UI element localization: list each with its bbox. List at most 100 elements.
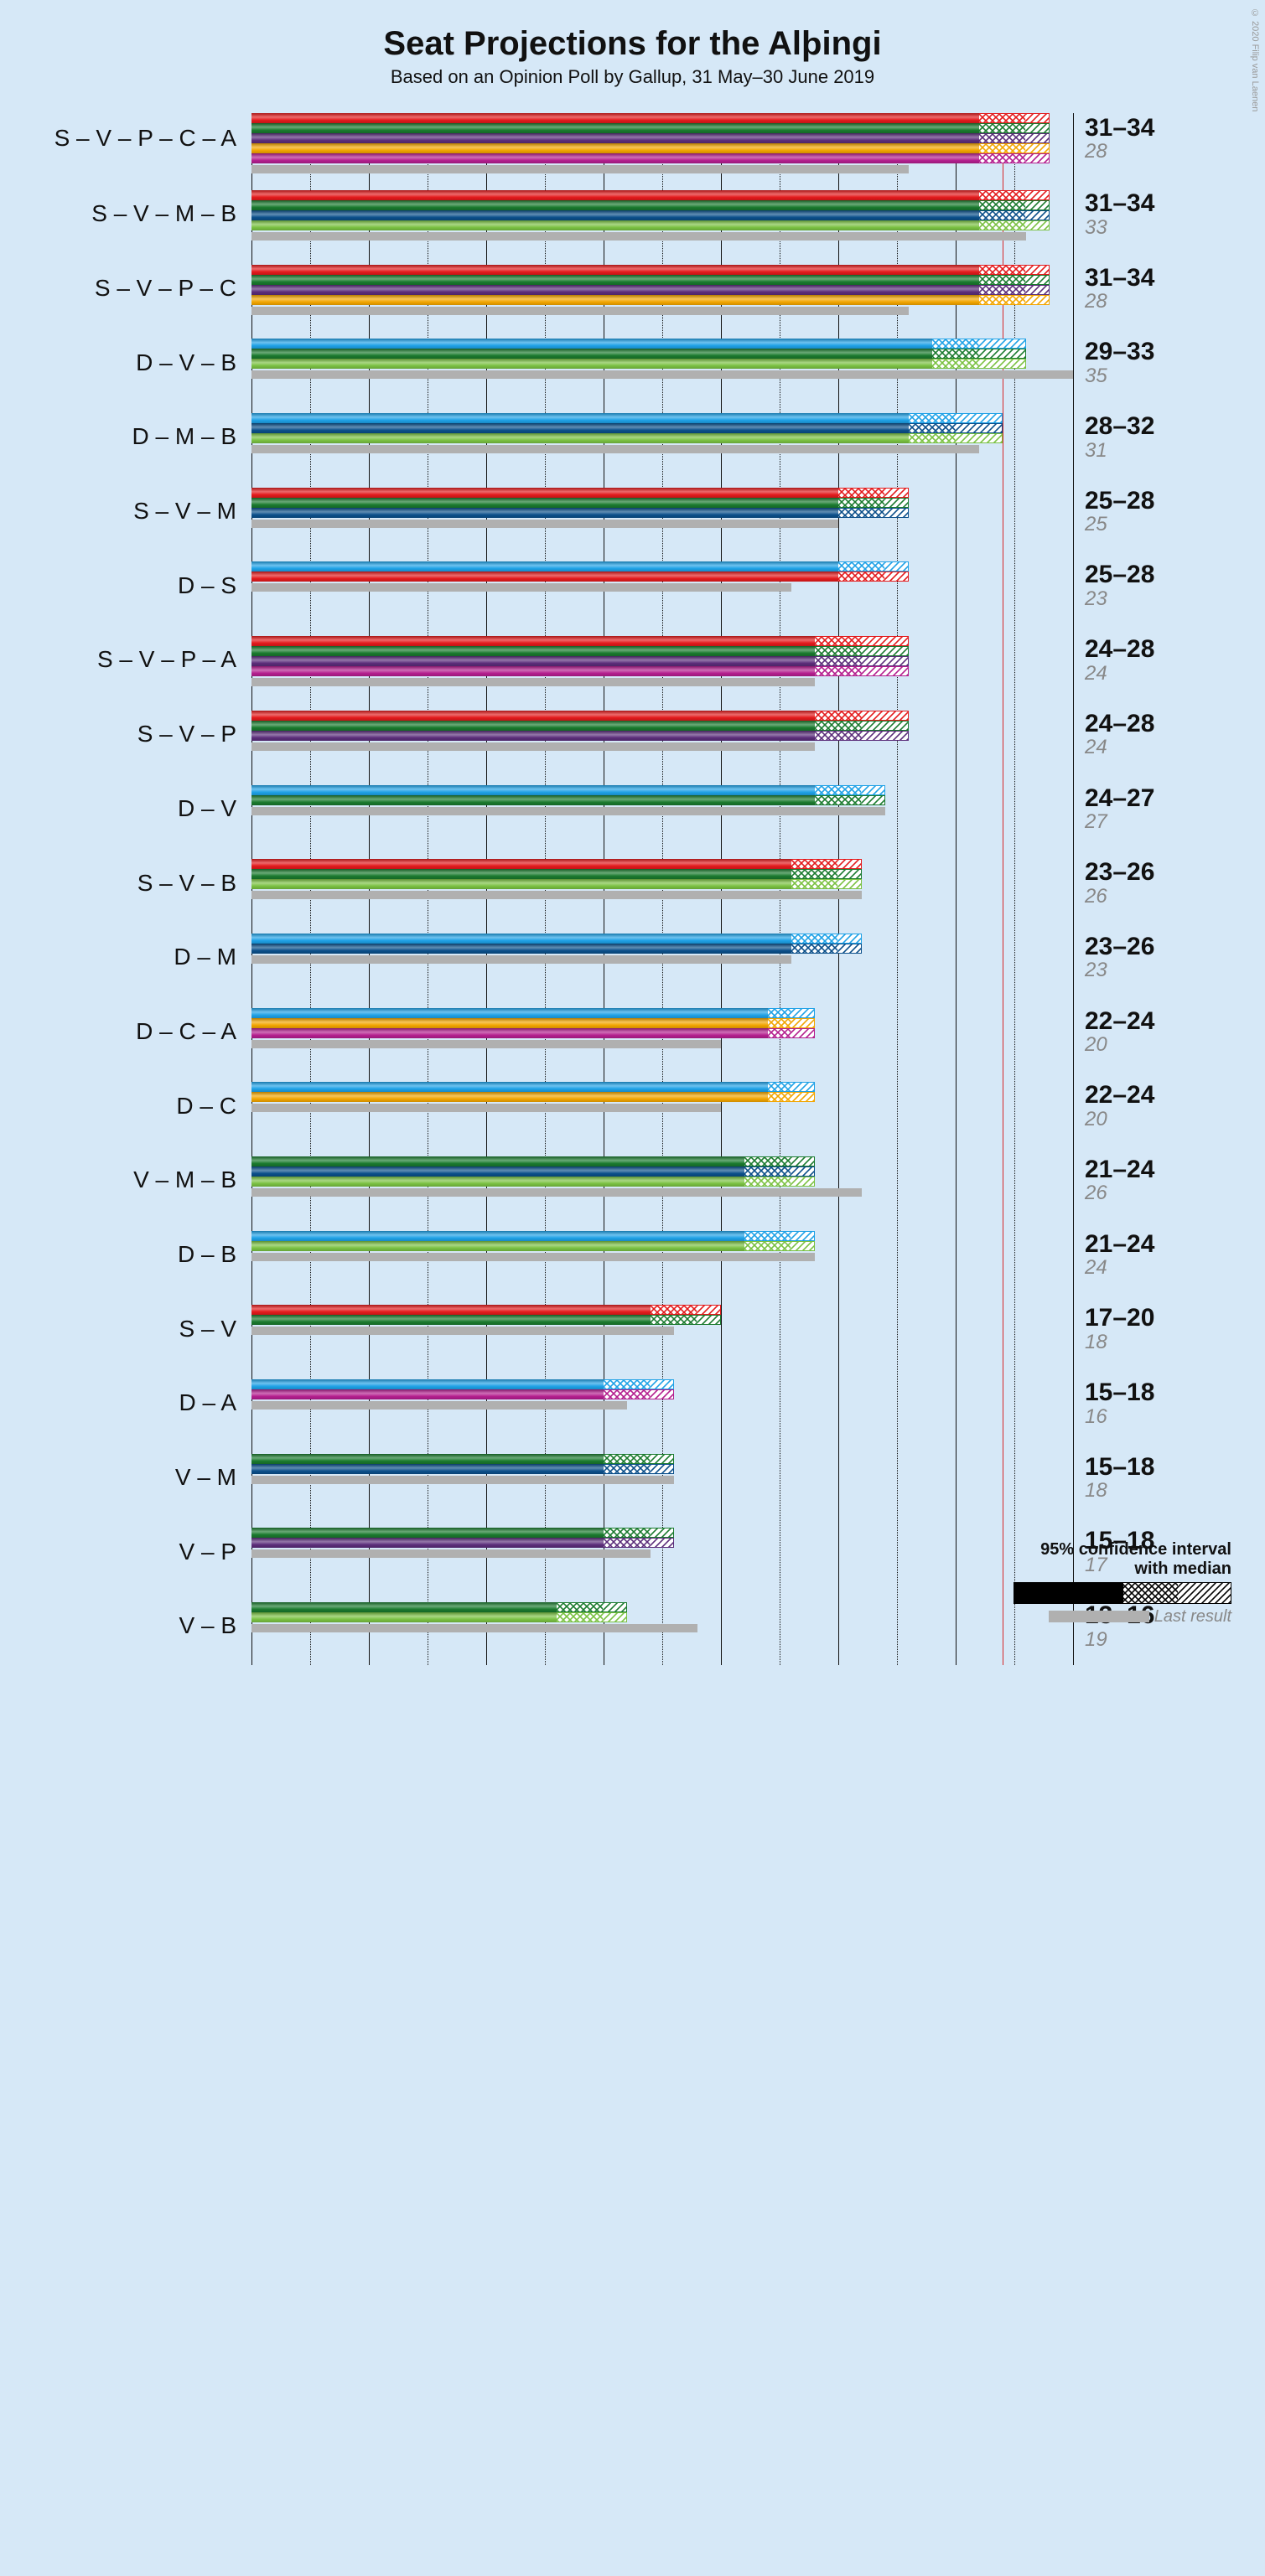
value-labels: 29–3335 (1073, 339, 1231, 386)
legend-ci-line2: with median (1014, 1560, 1231, 1579)
coalition-row: S – V – B (34, 859, 1231, 922)
party-band (251, 721, 909, 731)
bar-ci (979, 265, 1050, 275)
value-labels: 24–2824 (1073, 711, 1231, 758)
party-band (251, 1305, 721, 1315)
bar-solid (251, 869, 791, 879)
party-band (251, 339, 1026, 349)
bar-area (251, 488, 1073, 518)
bar-ci (979, 143, 1050, 153)
bar-area (251, 711, 1073, 741)
last-label: 35 (1085, 365, 1231, 386)
bar-area (251, 1602, 1073, 1622)
coalition-row: V – M 15–1818 (34, 1454, 1231, 1517)
bar-solid (251, 359, 932, 369)
bar-ci (744, 1156, 815, 1166)
bar-solid (251, 934, 791, 944)
bar-ci (979, 275, 1050, 285)
bar-ci (815, 646, 909, 656)
range-label: 24–28 (1085, 711, 1231, 737)
coalition-label: D – C (34, 1082, 251, 1130)
bar-solid (251, 143, 979, 153)
bar-solid (251, 1315, 651, 1325)
bar-ci (791, 869, 862, 879)
value-labels: 23–2623 (1073, 934, 1231, 981)
party-band (251, 220, 1050, 230)
party-band (251, 1454, 674, 1464)
coalition-row: D – C – A (34, 1008, 1231, 1071)
coalition-row: S – V – M – B (34, 190, 1231, 253)
party-band (251, 498, 909, 508)
bar-solid (251, 666, 815, 676)
bar-ci (932, 359, 1026, 369)
bar-ci (979, 113, 1050, 123)
value-labels: 31–3433 (1073, 190, 1231, 238)
bar-ci (838, 572, 909, 582)
bar-solid (251, 1379, 604, 1389)
coalition-row: D – M – B (34, 413, 1231, 476)
last-result-bar (251, 1327, 674, 1335)
party-band (251, 200, 1050, 210)
bar-ci (979, 295, 1050, 305)
bar-ci (791, 859, 862, 869)
bar-ci (604, 1454, 674, 1464)
party-band (251, 561, 909, 572)
coalition-label: S – V – M (34, 488, 251, 535)
coalition-row: S – V – P – A (34, 636, 1231, 699)
bar-ci (744, 1231, 815, 1241)
legend-ci-line1: 95% confidence interval (1014, 1540, 1231, 1560)
bar-solid (251, 498, 838, 508)
coalition-label: S – V – M – B (34, 190, 251, 238)
coalition-label: V – B (34, 1602, 251, 1650)
coalition-label: S – V – P – A (34, 636, 251, 684)
coalition-row: V – M – B (34, 1156, 1231, 1219)
bar-area (251, 1454, 1073, 1474)
legend: 95% confidence interval with median Last… (1014, 1540, 1231, 1627)
party-band (251, 879, 862, 889)
bar-solid (251, 1092, 768, 1102)
coalition-row: D – C 22–2420 (34, 1082, 1231, 1145)
bar-ci (838, 508, 909, 518)
party-band (251, 934, 862, 944)
value-labels: 15–1816 (1073, 1379, 1231, 1427)
bar-solid (251, 413, 909, 423)
party-band (251, 153, 1050, 163)
bar-ci (815, 721, 909, 731)
bar-ci (604, 1464, 674, 1474)
party-band (251, 795, 885, 805)
party-band (251, 295, 1050, 305)
coalition-label: S – V – P – C (34, 265, 251, 313)
coalition-label: V – M (34, 1454, 251, 1502)
bar-solid (251, 879, 791, 889)
party-band (251, 508, 909, 518)
bar-ci (979, 200, 1050, 210)
party-band (251, 731, 909, 741)
party-band (251, 666, 909, 676)
bar-ci (815, 795, 885, 805)
party-band (251, 423, 1003, 433)
party-band (251, 869, 862, 879)
coalition-label: S – V – P (34, 711, 251, 758)
bar-area (251, 1528, 1073, 1548)
bar-solid (251, 488, 838, 498)
bar-ci (815, 785, 885, 795)
bar-ci (815, 711, 909, 721)
legend-last-swatch (1049, 1611, 1149, 1622)
party-band (251, 944, 862, 954)
party-band (251, 265, 1050, 275)
bar-ci (815, 666, 909, 676)
last-label: 20 (1085, 1109, 1231, 1130)
bar-solid (251, 1166, 744, 1177)
last-result-bar (251, 678, 815, 686)
party-band (251, 1612, 627, 1622)
bar-solid (251, 210, 979, 220)
value-labels: 24–2824 (1073, 636, 1231, 684)
value-labels: 17–2018 (1073, 1305, 1231, 1353)
bar-area (251, 785, 1073, 805)
value-labels: 22–2420 (1073, 1082, 1231, 1130)
bar-solid (251, 153, 979, 163)
bar-ci (979, 123, 1050, 133)
bar-solid (251, 1008, 768, 1018)
legend-ci-swatch (1014, 1582, 1231, 1604)
bar-area (251, 1082, 1073, 1102)
